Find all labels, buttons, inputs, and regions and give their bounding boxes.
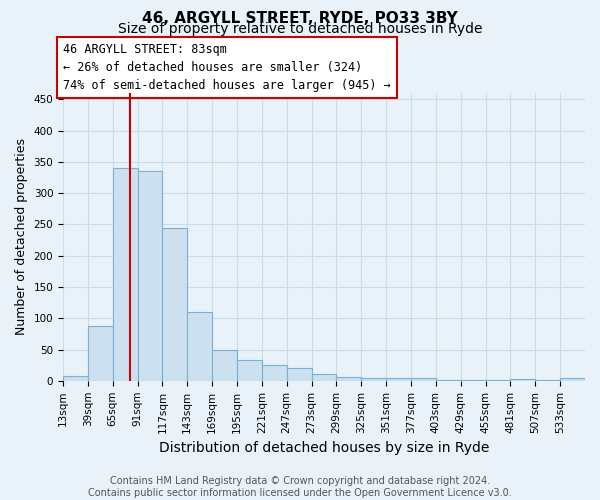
Bar: [511, 379, 535, 381]
Bar: [287, 368, 311, 381]
X-axis label: Distribution of detached houses by size in Ryde: Distribution of detached houses by size …: [159, 441, 489, 455]
Bar: [212, 350, 237, 381]
Text: 46, ARGYLL STREET, RYDE, PO33 3BY: 46, ARGYLL STREET, RYDE, PO33 3BY: [142, 11, 458, 26]
Bar: [88, 326, 113, 381]
Bar: [63, 376, 88, 381]
Bar: [560, 378, 585, 381]
Bar: [237, 360, 262, 381]
Bar: [361, 378, 386, 381]
Bar: [137, 172, 163, 381]
Bar: [485, 380, 511, 381]
Bar: [311, 374, 337, 381]
Bar: [535, 380, 560, 381]
Bar: [262, 365, 287, 381]
Bar: [163, 228, 187, 381]
Text: 46 ARGYLL STREET: 83sqm
← 26% of detached houses are smaller (324)
74% of semi-d: 46 ARGYLL STREET: 83sqm ← 26% of detache…: [63, 43, 391, 92]
Bar: [461, 380, 485, 381]
Text: Contains HM Land Registry data © Crown copyright and database right 2024.
Contai: Contains HM Land Registry data © Crown c…: [88, 476, 512, 498]
Text: Size of property relative to detached houses in Ryde: Size of property relative to detached ho…: [118, 22, 482, 36]
Bar: [436, 380, 461, 381]
Y-axis label: Number of detached properties: Number of detached properties: [15, 138, 28, 336]
Bar: [411, 378, 436, 381]
Bar: [113, 168, 137, 381]
Bar: [386, 378, 411, 381]
Bar: [337, 377, 361, 381]
Bar: [187, 312, 212, 381]
